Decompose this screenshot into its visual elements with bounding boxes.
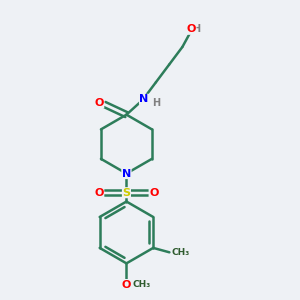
Text: CH₃: CH₃ bbox=[133, 280, 151, 289]
Text: O: O bbox=[94, 98, 104, 108]
Text: S: S bbox=[122, 188, 130, 198]
Text: O: O bbox=[149, 188, 158, 198]
Text: O: O bbox=[122, 280, 131, 290]
Text: O: O bbox=[94, 188, 104, 198]
Text: CH₃: CH₃ bbox=[172, 248, 190, 257]
Text: N: N bbox=[140, 94, 149, 104]
Text: H: H bbox=[193, 24, 201, 34]
Text: H: H bbox=[152, 98, 160, 109]
Text: N: N bbox=[122, 169, 131, 178]
Text: O: O bbox=[187, 24, 196, 34]
